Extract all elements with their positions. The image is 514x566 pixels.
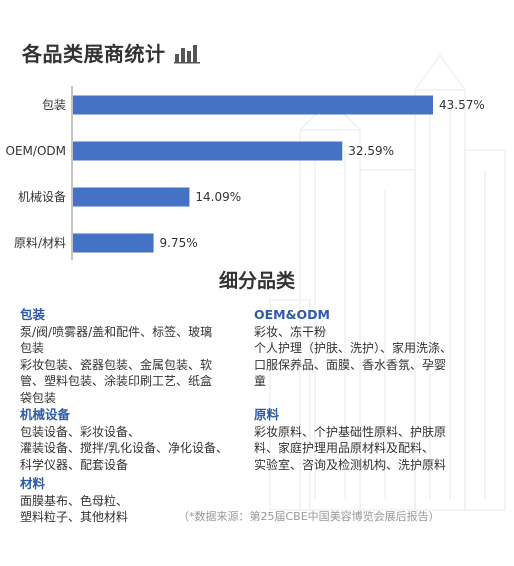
category-raw-materials: 原料 彩妆原料、个护基础性原料、护肤原 料、家庭护理用品原材料及配料、 实验室、…: [254, 407, 504, 473]
category-oem-odm: OEM&ODM 彩妆、冻干粉 个人护理（护肤、洗护）、家用洗涤、 口服保养品、面…: [254, 307, 504, 390]
category-name: OEM&ODM: [254, 307, 330, 322]
bar: [73, 95, 433, 115]
category-line: 管、塑料包装、涂装印刷工艺、纸盒: [20, 374, 213, 388]
category-line: 料、家庭护理用品原材料及配料、: [254, 441, 435, 455]
category-line: 口服保养品、面膜、香水香氛、孕婴: [254, 357, 447, 372]
bar-chart-icon: [173, 44, 200, 63]
bar-value-label: 9.75%: [160, 236, 198, 250]
category-name: 原料: [254, 407, 280, 422]
category-line: 泵/阀/喷雾器/盖和配件、标签、玻璃: [20, 324, 213, 339]
category-line: 实验室、咨询及检测机构、洗护原料: [254, 457, 447, 472]
category-line: 塑料粒子、其他材料: [20, 510, 129, 524]
bar: [73, 187, 190, 207]
category-line: 童: [254, 374, 267, 388]
category-line: 彩妆、冻干粉: [254, 324, 327, 339]
category-line: 包装设备、彩妆设备、: [20, 424, 141, 439]
breakdown-title: 细分品类: [218, 270, 295, 292]
bar: [73, 141, 343, 161]
chart-title-row: 各品类展商统计: [22, 38, 202, 67]
category-name: 材料: [20, 476, 46, 491]
category-line: 彩妆原料、个护基础性原料、护肤原: [254, 424, 447, 439]
category-line: 彩妆包装、瓷器包装、金属包装、软: [20, 357, 213, 372]
bar-chart: 包装 43.57% OEM/ODM 32.59% 机械设备 14.09% 原料/材料 9.75…: [6, 86, 485, 260]
category-packaging: 包装 泵/阀/喷雾器/盖和配件、标签、玻璃 包装 彩妆包装、瓷器包装、金属包装、…: [20, 307, 248, 406]
chart-title: 各品类展商统计: [22, 42, 166, 66]
category-tick-label: 机械设备: [18, 189, 66, 204]
category-line: 包装: [20, 341, 45, 355]
category-line: 个人护理（护肤、洗护）、家用洗涤、: [254, 341, 453, 355]
category-line: 袋包装: [20, 390, 57, 405]
category-line: 面膜基布、色母粒、: [20, 493, 129, 508]
bar-value-label: 43.57%: [439, 98, 485, 112]
bar-value-label: 32.59%: [348, 144, 394, 158]
category-line: 灌装设备、搅拌/乳化设备、净化设备、: [20, 441, 229, 455]
category-name: 机械设备: [20, 407, 71, 422]
category-machinery: 机械设备 包装设备、彩妆设备、 灌装设备、搅拌/乳化设备、净化设备、 科学仪器、…: [20, 407, 260, 473]
category-name: 包装: [20, 307, 46, 322]
bar: [73, 233, 154, 253]
category-tick-label: 包装: [42, 98, 66, 112]
category-line: 科学仪器、配套设备: [20, 457, 129, 472]
bar-value-label: 14.09%: [195, 190, 241, 204]
category-materials: 材料 面膜基布、色母粒、 塑料粒子、其他材料: [20, 476, 220, 526]
data-source-note: （*数据来源：第25届CBE中国美容博览会展后报告）: [178, 510, 440, 523]
category-tick-label: OEM/ODM: [6, 144, 66, 158]
category-tick-label: 原料/材料: [14, 236, 66, 250]
